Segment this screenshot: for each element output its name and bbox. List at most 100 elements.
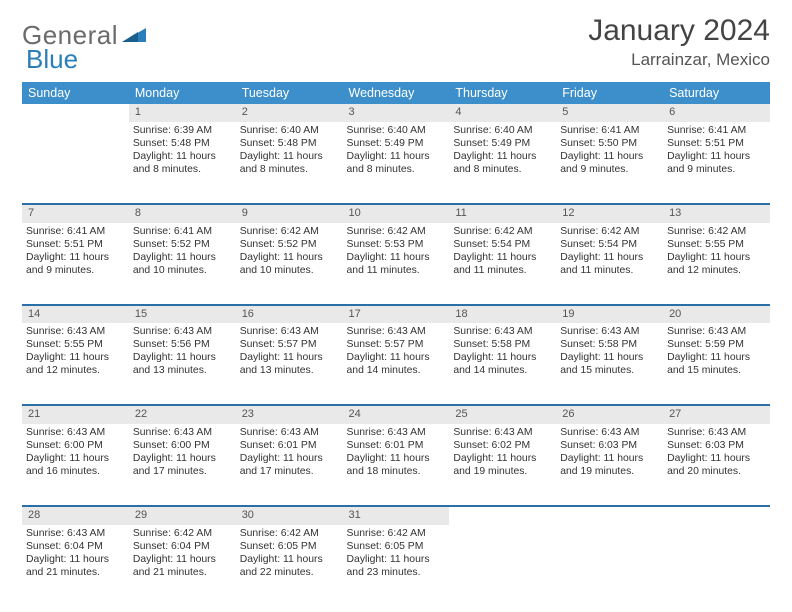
day-info-line: Sunrise: 6:42 AM xyxy=(667,225,766,238)
day-number: 18 xyxy=(449,306,556,324)
day-number: 17 xyxy=(343,306,450,324)
day-number: 25 xyxy=(449,406,556,424)
day-number: 2 xyxy=(236,104,343,122)
day-info-line: Sunrise: 6:43 AM xyxy=(560,325,659,338)
day-info-line: Daylight: 11 hours and 18 minutes. xyxy=(347,452,446,478)
day-info-line: Sunset: 5:51 PM xyxy=(667,137,766,150)
day-info-line: Daylight: 11 hours and 9 minutes. xyxy=(667,150,766,176)
day-info-line: Sunset: 5:49 PM xyxy=(347,137,446,150)
day-info-line: Daylight: 11 hours and 8 minutes. xyxy=(347,150,446,176)
day-info-line: Sunset: 6:01 PM xyxy=(347,439,446,452)
day-info-line: Sunrise: 6:42 AM xyxy=(560,225,659,238)
day-cell: Sunrise: 6:42 AMSunset: 6:04 PMDaylight:… xyxy=(129,525,236,607)
day-number: 19 xyxy=(556,306,663,324)
day-info-line: Daylight: 11 hours and 13 minutes. xyxy=(240,351,339,377)
day-cell: Sunrise: 6:43 AMSunset: 6:03 PMDaylight:… xyxy=(663,424,770,506)
day-info-line: Sunrise: 6:41 AM xyxy=(667,124,766,137)
day-info-line: Daylight: 11 hours and 21 minutes. xyxy=(133,553,232,579)
calendar-table: Sunday Monday Tuesday Wednesday Thursday… xyxy=(22,82,770,607)
day-info-line: Sunrise: 6:42 AM xyxy=(347,527,446,540)
day-cell: Sunrise: 6:43 AMSunset: 6:04 PMDaylight:… xyxy=(22,525,129,607)
col-thursday: Thursday xyxy=(449,82,556,104)
day-info-line: Sunrise: 6:43 AM xyxy=(667,426,766,439)
day-number: 21 xyxy=(22,406,129,424)
col-friday: Friday xyxy=(556,82,663,104)
day-info-line: Sunset: 5:48 PM xyxy=(240,137,339,150)
day-cell: Sunrise: 6:43 AMSunset: 5:56 PMDaylight:… xyxy=(129,323,236,405)
day-info-line: Sunrise: 6:42 AM xyxy=(133,527,232,540)
day-info-line: Sunset: 6:03 PM xyxy=(667,439,766,452)
day-info-line: Daylight: 11 hours and 19 minutes. xyxy=(453,452,552,478)
day-cell: Sunrise: 6:42 AMSunset: 6:05 PMDaylight:… xyxy=(343,525,450,607)
day-number: 1 xyxy=(129,104,236,122)
day-info-line: Daylight: 11 hours and 14 minutes. xyxy=(453,351,552,377)
day-info-line: Daylight: 11 hours and 8 minutes. xyxy=(240,150,339,176)
day-number: 22 xyxy=(129,406,236,424)
day-info-line: Sunset: 5:50 PM xyxy=(560,137,659,150)
day-number: 3 xyxy=(343,104,450,122)
day-info-line: Daylight: 11 hours and 19 minutes. xyxy=(560,452,659,478)
day-info-line: Sunset: 5:54 PM xyxy=(560,238,659,251)
day-number: 14 xyxy=(22,306,129,324)
day-number: 13 xyxy=(663,205,770,223)
day-info-line: Sunrise: 6:43 AM xyxy=(26,426,125,439)
day-info-line: Sunset: 6:03 PM xyxy=(560,439,659,452)
day-info-line: Sunset: 5:58 PM xyxy=(560,338,659,351)
day-cell xyxy=(449,525,556,607)
day-info-line: Sunrise: 6:43 AM xyxy=(26,325,125,338)
day-number: 31 xyxy=(343,507,450,525)
day-info-line: Sunrise: 6:43 AM xyxy=(453,325,552,338)
day-info-line: Sunset: 5:54 PM xyxy=(453,238,552,251)
day-cell: Sunrise: 6:42 AMSunset: 5:54 PMDaylight:… xyxy=(556,223,663,305)
day-cell: Sunrise: 6:43 AMSunset: 5:55 PMDaylight:… xyxy=(22,323,129,405)
daynum-row: 28293031 xyxy=(22,507,770,525)
day-info-line: Sunrise: 6:43 AM xyxy=(347,426,446,439)
logo-text-blue: Blue xyxy=(26,44,78,75)
day-info-line: Sunset: 5:49 PM xyxy=(453,137,552,150)
day-info-line: Daylight: 11 hours and 8 minutes. xyxy=(133,150,232,176)
day-cell: Sunrise: 6:43 AMSunset: 5:58 PMDaylight:… xyxy=(449,323,556,405)
day-number: 23 xyxy=(236,406,343,424)
day-cell: Sunrise: 6:43 AMSunset: 6:02 PMDaylight:… xyxy=(449,424,556,506)
day-info-line: Daylight: 11 hours and 11 minutes. xyxy=(453,251,552,277)
day-info-line: Sunset: 5:59 PM xyxy=(667,338,766,351)
day-info-line: Sunrise: 6:43 AM xyxy=(560,426,659,439)
day-number: 27 xyxy=(663,406,770,424)
logo-triangle-icon xyxy=(122,26,148,44)
day-info-line: Daylight: 11 hours and 17 minutes. xyxy=(133,452,232,478)
day-info-line: Daylight: 11 hours and 8 minutes. xyxy=(453,150,552,176)
day-info-line: Sunset: 5:55 PM xyxy=(667,238,766,251)
month-title: January 2024 xyxy=(588,14,770,48)
day-info-line: Sunrise: 6:43 AM xyxy=(133,426,232,439)
day-info-line: Daylight: 11 hours and 17 minutes. xyxy=(240,452,339,478)
day-info-line: Sunset: 6:00 PM xyxy=(133,439,232,452)
day-info-line: Daylight: 11 hours and 12 minutes. xyxy=(26,351,125,377)
day-info-line: Sunset: 5:58 PM xyxy=(453,338,552,351)
day-info-line: Daylight: 11 hours and 14 minutes. xyxy=(347,351,446,377)
day-cell: Sunrise: 6:43 AMSunset: 6:01 PMDaylight:… xyxy=(236,424,343,506)
day-info-line: Sunrise: 6:40 AM xyxy=(453,124,552,137)
week-row: Sunrise: 6:43 AMSunset: 6:04 PMDaylight:… xyxy=(22,525,770,607)
day-info-line: Sunset: 6:04 PM xyxy=(133,540,232,553)
day-number: 20 xyxy=(663,306,770,324)
day-info-line: Sunrise: 6:43 AM xyxy=(667,325,766,338)
day-cell: Sunrise: 6:42 AMSunset: 6:05 PMDaylight:… xyxy=(236,525,343,607)
day-info-line: Sunset: 5:51 PM xyxy=(26,238,125,251)
day-number: 30 xyxy=(236,507,343,525)
day-info-line: Daylight: 11 hours and 11 minutes. xyxy=(560,251,659,277)
col-tuesday: Tuesday xyxy=(236,82,343,104)
day-info-line: Sunrise: 6:39 AM xyxy=(133,124,232,137)
day-number: 29 xyxy=(129,507,236,525)
day-info-line: Sunrise: 6:43 AM xyxy=(240,426,339,439)
day-cell: Sunrise: 6:42 AMSunset: 5:54 PMDaylight:… xyxy=(449,223,556,305)
day-number: 6 xyxy=(663,104,770,122)
day-info-line: Sunset: 5:56 PM xyxy=(133,338,232,351)
day-info-line: Daylight: 11 hours and 23 minutes. xyxy=(347,553,446,579)
day-cell xyxy=(663,525,770,607)
day-cell: Sunrise: 6:42 AMSunset: 5:52 PMDaylight:… xyxy=(236,223,343,305)
day-cell: Sunrise: 6:40 AMSunset: 5:48 PMDaylight:… xyxy=(236,122,343,204)
day-number: 9 xyxy=(236,205,343,223)
day-info-line: Sunrise: 6:42 AM xyxy=(240,527,339,540)
day-info-line: Sunset: 5:55 PM xyxy=(26,338,125,351)
day-cell: Sunrise: 6:43 AMSunset: 5:57 PMDaylight:… xyxy=(236,323,343,405)
